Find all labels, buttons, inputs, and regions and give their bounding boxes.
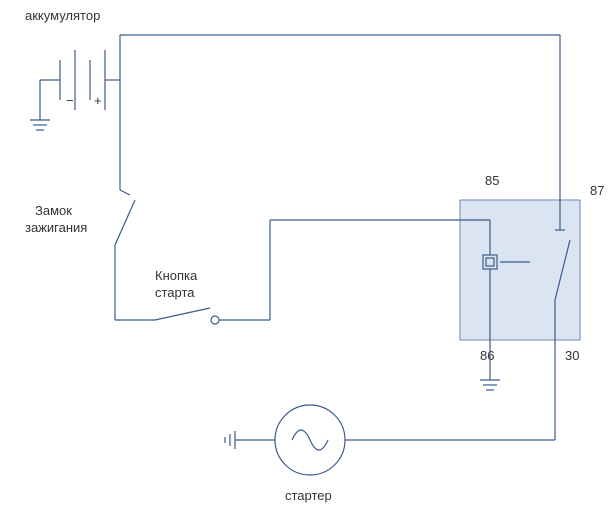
pin85-label: 85 bbox=[485, 173, 499, 188]
ignition-label-1: Замок bbox=[35, 203, 72, 218]
ignition-switch bbox=[115, 190, 135, 320]
circuit-diagram: − + аккумулятор Замок зажигания Кнопка с… bbox=[0, 0, 615, 521]
wire-to-coil bbox=[270, 220, 490, 320]
pin30-label: 30 bbox=[565, 348, 579, 363]
start-btn-label-2: старта bbox=[155, 285, 195, 300]
start-btn-label-1: Кнопка bbox=[155, 268, 198, 283]
starter-ground bbox=[225, 431, 275, 449]
ignition-label-2: зажигания bbox=[25, 220, 87, 235]
battery-symbol bbox=[30, 50, 120, 130]
battery-label: аккумулятор bbox=[25, 8, 100, 23]
battery-plus: + bbox=[94, 93, 102, 108]
pin87-label: 87 bbox=[590, 183, 604, 198]
wire-30-to-starter bbox=[345, 340, 555, 440]
pin86-label: 86 bbox=[480, 348, 494, 363]
starter-symbol bbox=[275, 405, 345, 475]
starter-label: стартер bbox=[285, 488, 332, 503]
battery-minus: − bbox=[66, 93, 74, 108]
start-button bbox=[115, 308, 270, 324]
